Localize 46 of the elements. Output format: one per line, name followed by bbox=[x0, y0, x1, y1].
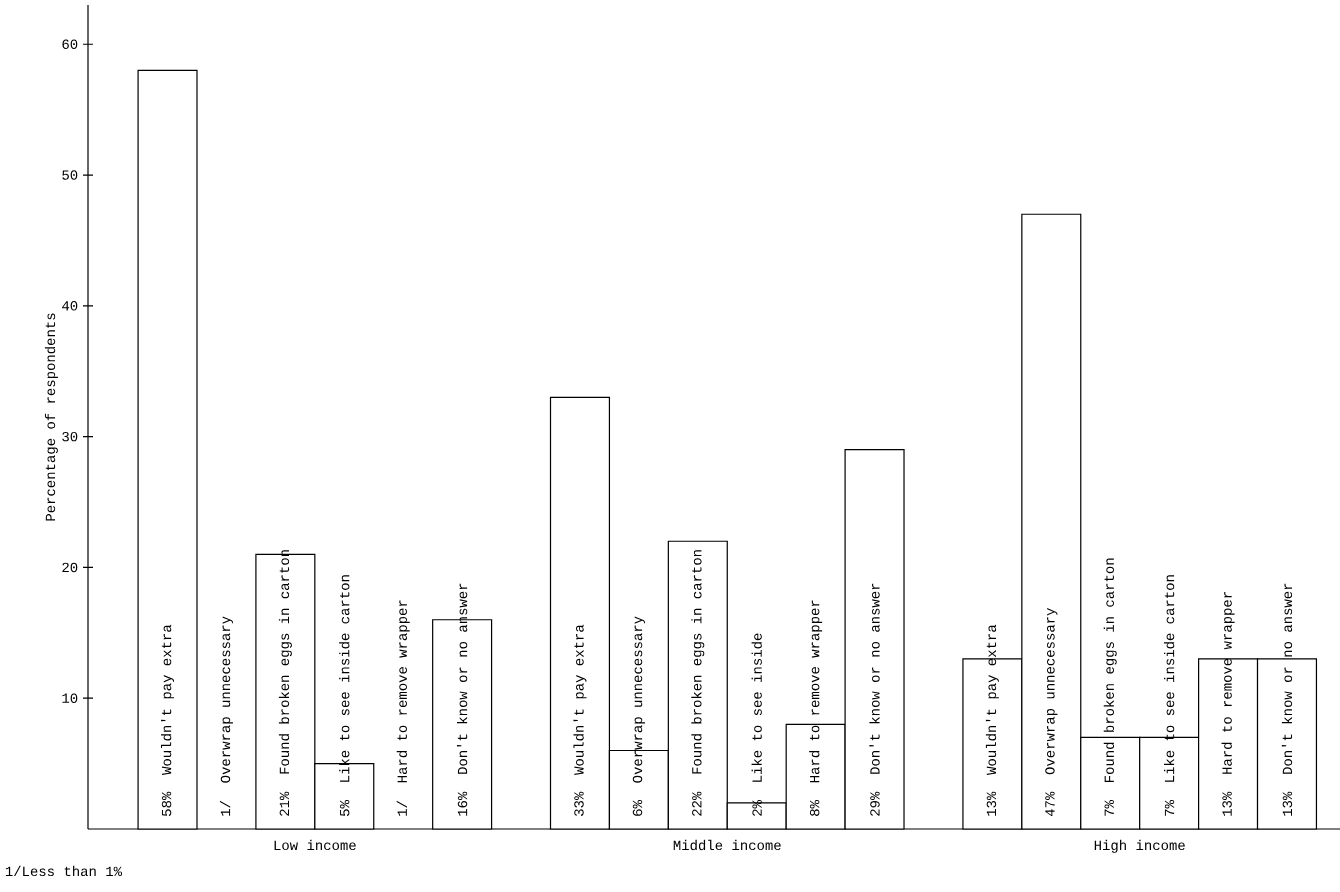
data-label: 13% bbox=[1282, 791, 1293, 816]
y-tick-label: 60 bbox=[62, 39, 78, 49]
data-label: 5% bbox=[339, 800, 350, 816]
x-tick-label: Found broken eggs in carton bbox=[278, 550, 292, 774]
text: 1/ bbox=[396, 800, 407, 816]
data-label: 2% bbox=[752, 800, 762, 816]
data-label: 22% bbox=[692, 791, 702, 816]
data-label: 47% bbox=[1045, 791, 1055, 817]
data-label: 13% bbox=[1222, 791, 1232, 816]
series-label: Middle income bbox=[673, 839, 781, 851]
x-tick-label: Don't know or no answer bbox=[869, 583, 880, 774]
x-tick-label: Hard to remove wrapper bbox=[809, 600, 823, 783]
data-label: 13% bbox=[986, 791, 997, 816]
x-tick-label: Overwrap unnecessary bbox=[220, 616, 233, 783]
text: 1/ bbox=[219, 800, 231, 816]
data-label: 8% bbox=[809, 800, 820, 816]
x-tick-label: Hard to remove wrapper bbox=[1221, 592, 1235, 774]
x-tick-label: Overwrap unnecessary bbox=[1045, 608, 1058, 775]
data-label: 29% bbox=[870, 791, 880, 816]
data-label: 58% bbox=[161, 791, 172, 816]
data-label: 7% bbox=[1104, 800, 1114, 816]
y-axis-title: Percentage of respondents bbox=[44, 313, 58, 521]
y-tick-label: 40 bbox=[62, 301, 78, 311]
x-tick-label: Wouldn't pay extra bbox=[573, 624, 587, 775]
x-tick-label: Like to see inside carton bbox=[339, 575, 350, 782]
data-label: 21% bbox=[279, 791, 290, 816]
x-tick-label: Found broken eggs in carton bbox=[1103, 558, 1117, 782]
y-tick-label: 30 bbox=[62, 431, 78, 442]
data-label: 33% bbox=[574, 791, 584, 816]
y-tick-label: 10 bbox=[62, 693, 78, 703]
x-tick-label: Wouldn't pay extra bbox=[161, 624, 175, 775]
data-label: 6% bbox=[632, 800, 643, 816]
x-tick-label: Found broken eggs in carton bbox=[691, 550, 705, 774]
x-tick-label: Like to see inside bbox=[751, 633, 762, 782]
data-label: 7% bbox=[1164, 800, 1175, 816]
series-label: Low income bbox=[274, 839, 356, 851]
x-tick-label: Don't know or no answer bbox=[457, 583, 468, 774]
series-label: High income bbox=[1094, 839, 1185, 853]
x-tick-label: Overwrap unnecessary bbox=[632, 616, 645, 783]
x-tick-label: Hard to remove wrapper bbox=[396, 600, 410, 783]
y-tick-label: 20 bbox=[62, 562, 78, 573]
x-tick-label: Don't know or no answer bbox=[1281, 583, 1293, 774]
x-tick-label: Wouldn't pay extra bbox=[985, 624, 999, 775]
data-label: 16% bbox=[457, 791, 468, 816]
y-tick-label: 50 bbox=[62, 170, 78, 180]
text: 1/Less than 1% bbox=[5, 865, 123, 877]
